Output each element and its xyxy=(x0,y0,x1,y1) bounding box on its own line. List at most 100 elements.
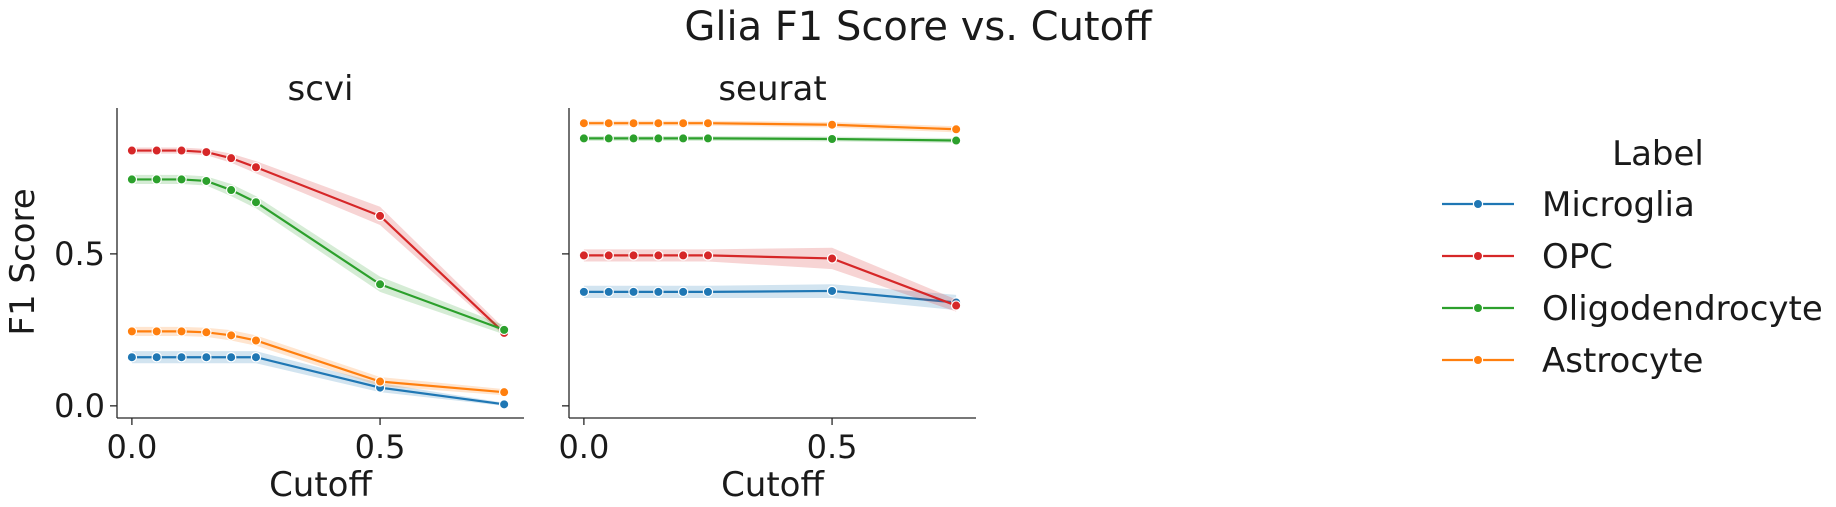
data-point xyxy=(250,335,262,346)
x-tick-label: 0.5 xyxy=(807,428,858,466)
data-point xyxy=(250,162,262,173)
data-point xyxy=(176,326,187,337)
data-point xyxy=(653,133,664,144)
x-tick-label: 0.5 xyxy=(355,428,406,466)
y-tick-label: 0.0 xyxy=(54,387,105,425)
data-point xyxy=(603,117,614,129)
data-point xyxy=(250,352,262,363)
data-point xyxy=(578,117,590,129)
data-point xyxy=(603,286,614,298)
data-point xyxy=(653,286,664,298)
data-point xyxy=(677,117,689,129)
legend-item: Astrocyte xyxy=(1442,341,1703,381)
confidence-band xyxy=(131,147,505,336)
confidence-band xyxy=(583,284,957,311)
data-point xyxy=(126,145,138,156)
legend-item: Oligodendrocyte xyxy=(1442,289,1823,329)
data-point xyxy=(653,117,664,129)
series-oligodendrocyte xyxy=(126,174,510,336)
x-tick-label: 0.0 xyxy=(106,428,157,466)
legend-swatch-marker xyxy=(1472,250,1484,262)
data-point xyxy=(498,386,510,398)
data-point xyxy=(176,352,187,363)
series-microglia xyxy=(126,351,510,410)
data-point xyxy=(498,324,510,336)
data-point xyxy=(826,133,838,145)
data-point xyxy=(677,286,689,298)
data-point xyxy=(201,175,212,187)
data-point xyxy=(151,326,162,337)
data-point xyxy=(225,352,237,363)
data-point xyxy=(151,145,162,156)
x-tick-label: 0.0 xyxy=(558,428,609,466)
data-point xyxy=(653,250,664,261)
data-point xyxy=(950,135,962,146)
legend-title: Label xyxy=(1612,134,1704,174)
legend-swatch-marker xyxy=(1472,354,1484,366)
data-point xyxy=(826,253,838,264)
legend-label: Astrocyte xyxy=(1542,341,1703,381)
data-point xyxy=(498,399,510,410)
data-point xyxy=(225,184,237,196)
data-point xyxy=(578,250,590,261)
x-axis-label: Cutoff xyxy=(269,465,373,505)
data-point xyxy=(702,250,714,261)
data-point xyxy=(201,327,212,338)
data-point xyxy=(628,133,639,144)
legend-swatch-marker xyxy=(1472,198,1484,210)
data-point xyxy=(374,210,386,222)
data-point xyxy=(578,286,590,298)
series-oligodendrocyte xyxy=(578,133,962,146)
data-point xyxy=(225,152,237,164)
data-point xyxy=(176,145,187,156)
y-tick-label: 0.5 xyxy=(54,235,105,273)
panel-title: scvi xyxy=(288,69,354,109)
data-point xyxy=(826,119,838,130)
data-point xyxy=(628,117,639,129)
data-point xyxy=(126,174,138,185)
legend-label: OPC xyxy=(1542,237,1613,277)
data-point xyxy=(151,352,162,363)
data-point xyxy=(201,352,212,363)
data-point xyxy=(250,197,262,208)
series-astrocyte xyxy=(126,326,510,398)
data-point xyxy=(826,285,838,297)
data-point xyxy=(374,279,386,290)
data-point xyxy=(702,286,714,298)
data-point xyxy=(950,124,962,135)
legend-swatch-marker xyxy=(1472,302,1484,314)
x-axis-label: Cutoff xyxy=(721,465,825,505)
data-point xyxy=(628,286,639,298)
data-point xyxy=(702,133,714,144)
series-astrocyte xyxy=(578,117,962,135)
legend-label: Microglia xyxy=(1542,185,1695,225)
data-point xyxy=(578,133,590,144)
confidence-band xyxy=(583,247,957,312)
data-point xyxy=(702,117,714,129)
legend-item: OPC xyxy=(1442,237,1613,277)
data-point xyxy=(603,133,614,144)
data-point xyxy=(151,174,162,185)
data-point xyxy=(126,326,138,337)
data-point xyxy=(126,352,138,363)
data-point xyxy=(603,250,614,261)
y-axis-label: F1 Score xyxy=(3,188,43,335)
legend-label: Oligodendrocyte xyxy=(1542,289,1823,329)
series-opc xyxy=(578,247,962,312)
data-point xyxy=(201,146,212,158)
series-opc xyxy=(126,145,510,339)
panel-title: seurat xyxy=(718,69,826,109)
data-point xyxy=(374,376,386,387)
data-point xyxy=(677,133,689,144)
data-point xyxy=(628,250,639,261)
data-point xyxy=(176,174,187,185)
data-point xyxy=(225,330,237,341)
legend: Label Microglia OPC Oligodendrocyte Astrocyt… xyxy=(1442,134,1823,381)
legend-item: Microglia xyxy=(1442,185,1695,225)
data-point xyxy=(677,250,689,261)
chart-title: Glia F1 Score vs. Cutoff xyxy=(684,4,1153,50)
